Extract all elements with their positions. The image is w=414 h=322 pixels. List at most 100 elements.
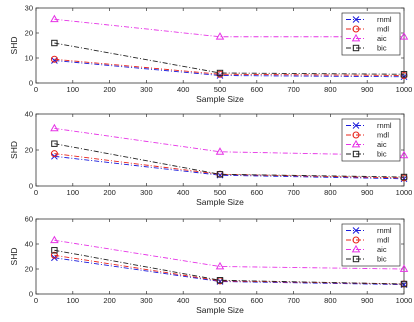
legend-label-bic: bic	[377, 44, 387, 53]
x-tick-label: 200	[103, 188, 116, 197]
data-point-aic	[50, 235, 59, 244]
series-mdl	[50, 55, 408, 79]
data-point-mdl	[50, 150, 58, 158]
data-point-aic	[399, 32, 409, 40]
legend-marker-aic	[351, 33, 361, 42]
x-tick-label: 500	[214, 188, 227, 197]
x-tick-label: 100	[67, 188, 80, 197]
data-point-bic	[400, 71, 408, 78]
x-tick-label: 1000	[396, 296, 413, 305]
series-line-aic	[54, 127, 405, 156]
series-line-aic	[54, 239, 405, 270]
x-tick-label: 600	[251, 85, 264, 94]
legend-box	[341, 12, 401, 56]
legend-label-rnml: rnml	[377, 226, 392, 235]
x-tick-label: 400	[177, 188, 190, 197]
x-tick-label: 700	[287, 188, 300, 197]
series-bic	[51, 39, 408, 78]
legend-label-bic: bic	[377, 150, 387, 159]
data-point-aic	[215, 261, 225, 270]
legend-box	[341, 223, 401, 267]
x-axis-label: Sample Size	[196, 197, 244, 207]
x-axis-label: Sample Size	[196, 94, 244, 104]
series-rnml	[51, 57, 408, 81]
x-tick-label: 300	[140, 296, 153, 305]
y-tick-label: 0	[29, 290, 33, 299]
x-axis-label: Sample Size	[196, 305, 244, 315]
data-point-bic	[51, 247, 58, 254]
data-point-bic	[216, 69, 224, 77]
x-tick-label: 100	[67, 296, 80, 305]
y-axis-label: SHD	[9, 141, 19, 159]
x-tick-label: 900	[361, 85, 374, 94]
data-point-aic	[399, 150, 409, 159]
data-point-bic	[216, 171, 224, 178]
data-point-mdl	[50, 55, 58, 63]
legend-marker-aic	[351, 139, 361, 148]
chart-panel-3: 0 100 200 300 400 500 600 700 800 900 1000 0 20 40 60 S…	[9, 215, 412, 315]
legend-label-bic: bic	[377, 255, 387, 264]
x-tick-label: 500	[214, 296, 227, 305]
x-tick-label: 400	[177, 296, 190, 305]
y-tick-label: 0	[29, 182, 33, 191]
x-tick-label: 800	[324, 296, 337, 305]
legend-label-aic: aic	[377, 140, 387, 149]
y-tick-label: 40	[25, 110, 33, 119]
x-tick-label: 900	[361, 296, 374, 305]
x-tick-label: 600	[251, 296, 264, 305]
legend-marker-mdl	[352, 131, 360, 139]
x-tick-label: 0	[34, 188, 38, 197]
x-tick-label: 300	[140, 188, 153, 197]
series-line-bic	[54, 249, 405, 285]
x-tick-label: 400	[177, 85, 190, 94]
series-aic	[50, 235, 409, 272]
y-tick-label: 20	[25, 265, 33, 274]
chart-panel-1: 0 100 200 300 400 500 600 700 800 900 1000 0 10 20 30 S…	[9, 4, 412, 104]
y-axis-label: SHD	[9, 37, 19, 55]
y-tick-label: 60	[25, 215, 33, 224]
data-point-aic	[50, 14, 59, 23]
data-point-aic	[215, 32, 225, 40]
x-tick-label: 700	[287, 296, 300, 305]
legend-label-aic: aic	[377, 245, 387, 254]
data-point-bic	[400, 280, 408, 288]
y-tick-label: 20	[25, 29, 33, 38]
x-tick-label: 800	[324, 188, 337, 197]
data-point-mdl	[50, 251, 58, 259]
legend-label-aic: aic	[377, 34, 387, 43]
legend-label-rnml: rnml	[377, 121, 392, 130]
y-tick-label: 0	[29, 79, 33, 88]
x-tick-label: 200	[103, 296, 116, 305]
series-line-bic	[54, 143, 405, 178]
x-tick-label: 900	[361, 188, 374, 197]
legend-label-mdl: mdl	[377, 131, 389, 140]
legend-marker-bic	[352, 255, 360, 263]
y-tick-label: 20	[25, 146, 33, 155]
x-tick-label: 700	[287, 85, 300, 94]
data-point-aic	[50, 123, 59, 132]
series-line-rnml	[54, 60, 405, 78]
data-point-bic	[400, 173, 408, 181]
legend-marker-rnml	[352, 227, 360, 234]
data-point-rnml	[51, 57, 58, 64]
series-aic	[50, 14, 409, 40]
x-tick-label: 100	[67, 85, 80, 94]
legend-marker-bic	[352, 150, 360, 158]
legend-marker-bic	[352, 44, 360, 52]
legend-marker-mdl	[352, 25, 360, 33]
legend-marker-aic	[351, 244, 361, 253]
y-tick-label: 10	[25, 54, 33, 63]
legend-box	[341, 118, 401, 162]
data-point-bic	[216, 277, 224, 284]
data-point-aic	[215, 147, 225, 155]
series-bic	[51, 140, 408, 181]
x-tick-label: 0	[34, 296, 38, 305]
x-tick-label: 300	[140, 85, 153, 94]
legend-marker-mdl	[352, 236, 360, 244]
data-point-bic	[51, 39, 58, 47]
y-axis-label: SHD	[9, 248, 19, 266]
x-tick-label: 1000	[396, 85, 413, 94]
x-tick-label: 200	[103, 85, 116, 94]
